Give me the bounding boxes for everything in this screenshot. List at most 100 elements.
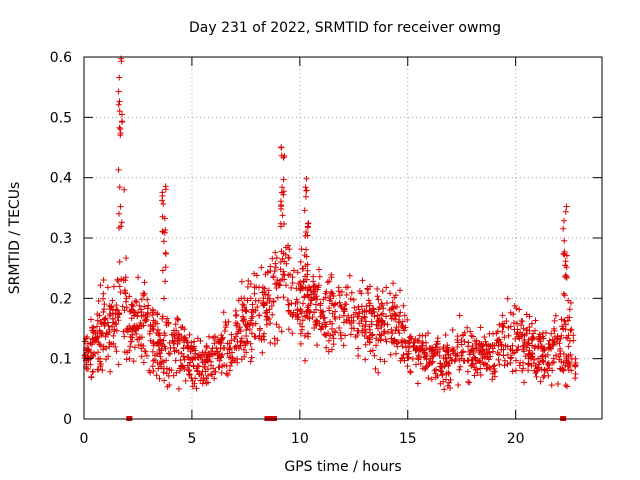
data-point <box>368 318 375 325</box>
data-point <box>248 315 255 322</box>
data-point <box>243 322 250 329</box>
data-point <box>270 298 277 305</box>
data-point <box>224 372 231 379</box>
data-point <box>337 329 344 336</box>
data-point <box>206 351 213 358</box>
data-point <box>548 330 555 337</box>
data-point <box>193 365 200 372</box>
data-point <box>496 321 503 328</box>
data-point <box>257 325 264 332</box>
data-point <box>150 358 157 365</box>
data-point <box>389 312 396 319</box>
data-point <box>171 338 178 345</box>
data-point <box>114 314 121 321</box>
data-point <box>520 365 527 372</box>
data-point <box>379 288 386 295</box>
data-point <box>264 300 271 307</box>
data-point <box>562 362 569 369</box>
data-point <box>107 368 114 375</box>
data-point <box>415 352 422 359</box>
data-point <box>456 366 463 373</box>
data-point <box>250 309 257 316</box>
data-point <box>512 367 519 374</box>
data-point <box>564 383 571 390</box>
data-point <box>160 238 167 245</box>
data-point <box>135 274 142 281</box>
data-point <box>401 312 408 319</box>
data-point <box>143 352 150 359</box>
data-point <box>216 350 223 357</box>
data-point <box>431 367 438 374</box>
data-point <box>313 293 320 300</box>
data-point <box>286 246 293 253</box>
data-point <box>276 324 283 331</box>
data-point <box>199 349 206 356</box>
data-point <box>358 290 365 297</box>
data-point <box>280 154 287 161</box>
data-point <box>556 340 563 347</box>
data-point <box>113 327 120 334</box>
data-point <box>263 316 270 323</box>
data-point <box>104 284 111 291</box>
data-point <box>242 307 249 314</box>
data-point <box>531 345 538 352</box>
data-point <box>491 362 498 369</box>
data-point <box>147 321 154 328</box>
data-point <box>388 305 395 312</box>
data-point <box>199 368 206 375</box>
data-point <box>548 345 555 352</box>
data-point <box>384 300 391 307</box>
data-point <box>232 333 239 340</box>
data-point <box>93 335 100 342</box>
data-point <box>325 330 332 337</box>
data-point <box>469 343 476 349</box>
data-point <box>509 368 516 375</box>
data-point <box>149 307 156 314</box>
data-point <box>172 357 179 364</box>
data-point <box>471 364 478 371</box>
data-point <box>447 354 454 361</box>
data-point <box>525 360 532 367</box>
data-point <box>389 299 396 306</box>
data-point <box>398 339 405 346</box>
data-point <box>208 371 215 378</box>
data-point <box>501 334 508 341</box>
data-point <box>134 313 141 320</box>
data-point <box>238 338 245 345</box>
data-point <box>366 323 373 330</box>
data-point <box>240 302 247 309</box>
data-point <box>118 111 125 118</box>
data-point <box>451 358 458 365</box>
data-point <box>280 294 287 301</box>
data-point <box>248 354 255 361</box>
data-point <box>537 334 544 341</box>
data-point <box>511 326 518 333</box>
data-point <box>162 278 169 285</box>
data-points <box>81 55 579 421</box>
data-point <box>294 316 301 323</box>
data-point <box>84 346 91 353</box>
data-point <box>516 362 523 369</box>
data-point <box>247 295 254 302</box>
data-point <box>157 350 164 357</box>
data-point <box>392 292 399 299</box>
data-point <box>505 324 512 331</box>
data-point <box>101 306 108 313</box>
data-point <box>521 379 528 386</box>
data-point <box>466 379 473 386</box>
data-point <box>221 362 228 369</box>
data-point <box>223 370 230 377</box>
data-point <box>115 361 122 368</box>
data-point <box>494 328 501 335</box>
chart-title: Day 231 of 2022, SRMTID for receiver owm… <box>189 20 501 36</box>
data-point <box>540 374 547 381</box>
data-point <box>539 330 546 337</box>
data-point <box>476 358 483 365</box>
data-point <box>562 382 569 389</box>
data-point <box>206 333 213 340</box>
data-point <box>567 351 574 358</box>
data-point <box>314 286 321 293</box>
data-point <box>150 342 157 349</box>
data-point <box>439 371 446 378</box>
data-point <box>402 344 409 351</box>
